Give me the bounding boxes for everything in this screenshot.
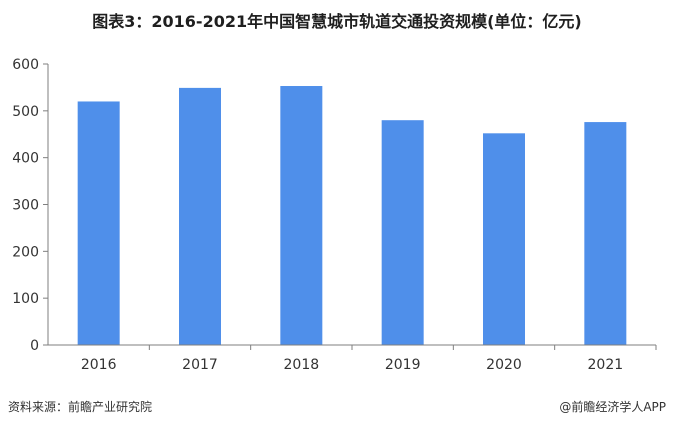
y-tick-label: 600 (12, 57, 39, 73)
x-tick-label: 2020 (486, 357, 522, 373)
y-tick-label: 500 (12, 104, 39, 120)
y-tick-label: 100 (12, 291, 39, 307)
bar-2021 (584, 122, 627, 345)
x-tick-label: 2018 (284, 357, 320, 373)
y-tick-label: 400 (12, 151, 39, 167)
x-tick-label: 2017 (182, 357, 218, 373)
x-tick-label: 2019 (385, 357, 421, 373)
bar-2017 (179, 87, 221, 345)
credit-note: @前瞻经济学人APP (559, 400, 666, 414)
bar-2018 (280, 86, 323, 346)
bar-2016 (77, 101, 120, 345)
x-tick-label: 2016 (81, 357, 117, 373)
chart-title: 图表3：2016-2021年中国智慧城市轨道交通投资规模(单位：亿元) (92, 12, 582, 31)
y-axis: 0 100 200 300 400 500 600 (12, 57, 49, 354)
y-tick-label: 300 (12, 198, 39, 214)
source-note: 资料来源：前瞻产业研究院 (8, 400, 153, 414)
y-tick-label: 0 (30, 338, 39, 354)
y-tick-label: 200 (12, 244, 39, 260)
bar-2020 (483, 133, 525, 345)
bars-group (77, 86, 627, 346)
bar-2019 (381, 120, 424, 345)
x-tick-label: 2021 (588, 357, 624, 373)
x-axis: 2016 2017 2018 2019 2020 2021 (48, 344, 657, 373)
